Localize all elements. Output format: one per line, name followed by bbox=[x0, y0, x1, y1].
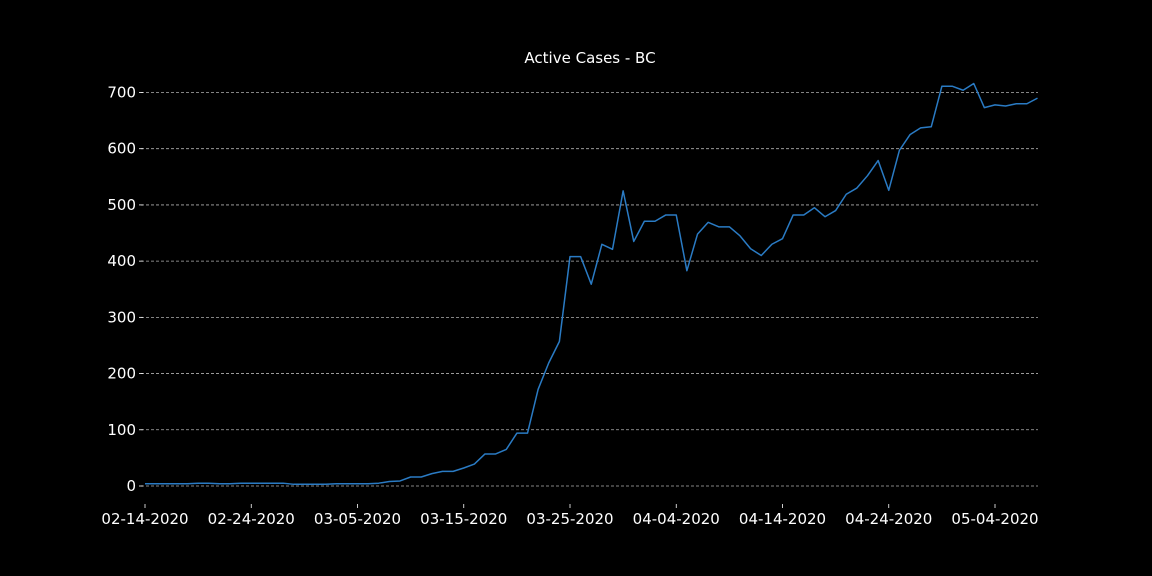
grid-lines bbox=[141, 92, 1038, 487]
y-tick-label: 0 bbox=[126, 477, 136, 495]
y-tick-label: 300 bbox=[107, 308, 136, 326]
y-tick-label: 100 bbox=[107, 421, 136, 439]
x-tick-label: 04-24-2020 bbox=[845, 510, 932, 528]
y-tick-label: 700 bbox=[107, 83, 136, 101]
x-tick-label: 03-05-2020 bbox=[314, 510, 401, 528]
x-tick-label: 04-04-2020 bbox=[633, 510, 720, 528]
x-tick-label: 04-14-2020 bbox=[739, 510, 826, 528]
x-axis: 02-14-2020 02-24-2020 03-05-2020 03-15-2020… bbox=[101, 504, 1039, 528]
series-line bbox=[145, 82, 1038, 486]
y-tick-label: 400 bbox=[107, 252, 136, 270]
y-tick-label: 200 bbox=[107, 365, 136, 383]
x-tick-label: 02-24-2020 bbox=[208, 510, 295, 528]
x-tick-label: 02-14-2020 bbox=[101, 510, 188, 528]
y-axis: 0 100 200 300 400 500 600 700 bbox=[107, 83, 143, 495]
x-tick-label: 05-04-2020 bbox=[951, 510, 1038, 528]
x-tick-label: 03-25-2020 bbox=[526, 510, 613, 528]
y-tick-label: 500 bbox=[107, 196, 136, 214]
chart-title: Active Cases - BC bbox=[524, 49, 655, 67]
series-group bbox=[145, 82, 1038, 486]
y-tick-label: 600 bbox=[107, 140, 136, 158]
x-tick-label: 03-15-2020 bbox=[420, 510, 507, 528]
